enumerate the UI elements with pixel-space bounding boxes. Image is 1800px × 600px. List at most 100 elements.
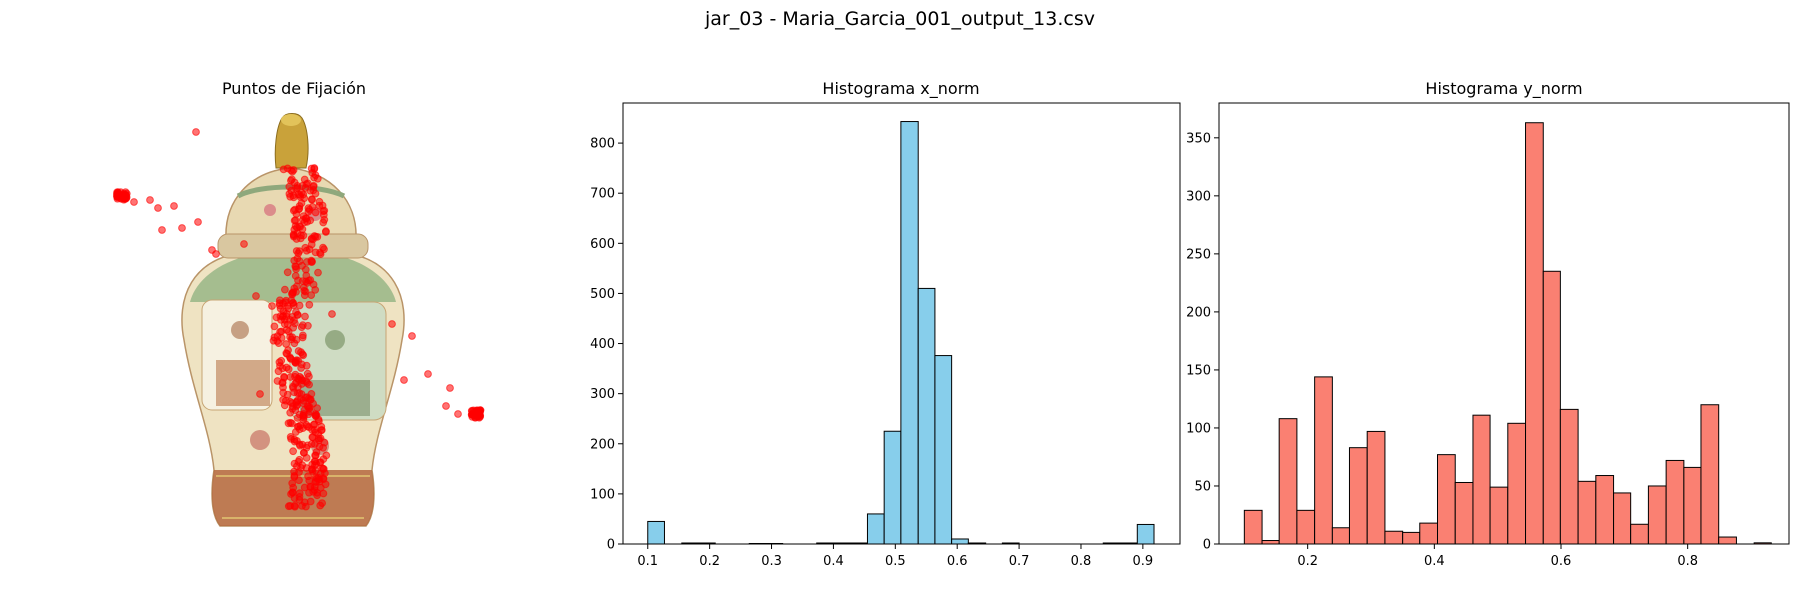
- fixation-point: [284, 327, 293, 336]
- fixation-point: [318, 499, 327, 508]
- y-norm-bar: [1489, 486, 1509, 545]
- x-norm-ytick-label: 300: [590, 387, 615, 402]
- x-norm-xtick-label: 0.1: [637, 554, 658, 569]
- fixation-point: [194, 218, 202, 226]
- y-norm-ytick-label: 100: [1186, 421, 1211, 436]
- fixation-point: [328, 310, 336, 318]
- fixation-point: [286, 433, 295, 441]
- fixation-point: [240, 240, 248, 248]
- y-norm-bar: [1437, 454, 1456, 545]
- fixation-point: [298, 350, 307, 359]
- x-norm-bar: [849, 542, 868, 545]
- fixation-point: [388, 320, 396, 328]
- x-norm-bar: [1120, 542, 1138, 545]
- fixation-point: [305, 394, 313, 403]
- fixation-point: [400, 376, 408, 384]
- fixation-point: [291, 358, 300, 367]
- x-norm-ytick-label: 600: [590, 237, 615, 252]
- y-norm-bar: [1647, 485, 1667, 545]
- fixation-point: [309, 182, 318, 191]
- fixation-point: [319, 207, 328, 216]
- y-norm-ytick-label: 0: [1203, 538, 1211, 553]
- fixation-point: [315, 197, 324, 206]
- fixation-point: [290, 494, 299, 503]
- x-norm-xtick-label: 0.8: [1071, 554, 1092, 569]
- fixation-point: [287, 186, 296, 195]
- y-norm-xtick-label: 0.2: [1297, 554, 1318, 569]
- y-norm-bar: [1243, 509, 1263, 545]
- x-norm-bar: [816, 542, 834, 545]
- fixation-point: [178, 224, 186, 232]
- y-norm-bar: [1348, 447, 1368, 545]
- fixation-point: [308, 169, 317, 177]
- fixation-point: [289, 483, 298, 492]
- fixation-point: [280, 315, 289, 324]
- x-norm-bar: [647, 520, 665, 545]
- fixation-point: [302, 361, 311, 370]
- fixation-point: [287, 166, 296, 175]
- y-norm-bar: [1700, 404, 1720, 545]
- fixation-point: [277, 334, 286, 342]
- fixation-point: [192, 128, 200, 136]
- fixation-point: [289, 447, 298, 456]
- y-norm-ytick-label: 200: [1186, 305, 1211, 320]
- fixation-point: [288, 288, 297, 297]
- fixation-point: [454, 410, 462, 418]
- y-norm-ytick-label: 300: [1186, 189, 1211, 204]
- y-norm-bar: [1402, 531, 1421, 545]
- fixation-point: [301, 312, 309, 321]
- figure-title: jar_03 - Maria_Garcia_001_output_13.csv: [705, 8, 1095, 30]
- fixation-point: [304, 410, 313, 419]
- fixation-point: [289, 402, 297, 411]
- fixation-point: [424, 370, 432, 378]
- fixation-point: [284, 502, 293, 511]
- x-norm-xtick-label: 0.9: [1133, 554, 1154, 569]
- fixation-point: [308, 195, 316, 204]
- fixation-point: [283, 350, 291, 358]
- y-norm-bar: [1366, 430, 1386, 545]
- fixation-point: [256, 390, 264, 398]
- x-norm-bar: [917, 287, 936, 545]
- x-norm-ytick-label: 700: [590, 187, 615, 202]
- x-norm-ytick-label: 800: [590, 137, 615, 152]
- fixation-point: [310, 426, 319, 434]
- fixation-point: [302, 454, 311, 462]
- x-norm-xtick-label: 0.7: [1009, 554, 1030, 569]
- fixation-point: [311, 457, 320, 466]
- fixation-point: [304, 207, 313, 216]
- fixation-point: [294, 457, 303, 466]
- fixation-point: [291, 272, 300, 280]
- fixation-point: [121, 191, 130, 200]
- fixation-point: [314, 415, 323, 424]
- fixation-point: [408, 332, 416, 340]
- x-norm-xtick-label: 0.6: [947, 554, 968, 569]
- fixation-point: [113, 194, 122, 203]
- y-norm-bar: [1331, 527, 1350, 545]
- x-norm-xtick-label: 0.5: [885, 554, 906, 569]
- scatter-title: Puntos de Fijación: [222, 79, 366, 98]
- x-norm-bar: [934, 355, 953, 545]
- fixation-point: [298, 181, 307, 190]
- fixation-point: [313, 404, 322, 413]
- fixation-point: [319, 455, 328, 464]
- y-norm-bar: [1559, 408, 1579, 545]
- fixation-point: [290, 316, 298, 325]
- x-norm-bar: [1001, 542, 1020, 545]
- y-norm-bar: [1314, 376, 1333, 545]
- fixation-point: [320, 245, 328, 254]
- fixation-point: [212, 250, 220, 258]
- fixation-point: [130, 198, 138, 206]
- fixation-point: [300, 175, 309, 184]
- fixation-point: [310, 483, 319, 491]
- x-norm-bar: [765, 542, 784, 545]
- x-norm-bar: [681, 542, 700, 545]
- fixation-point: [292, 210, 301, 218]
- fixation-point: [308, 433, 317, 442]
- x-norm-bar: [698, 542, 716, 545]
- fixation-point: [295, 301, 304, 310]
- x-norm-bar: [866, 513, 885, 545]
- fixation-point: [298, 261, 306, 270]
- fixation-point: [275, 301, 284, 310]
- fixation-point: [313, 174, 322, 183]
